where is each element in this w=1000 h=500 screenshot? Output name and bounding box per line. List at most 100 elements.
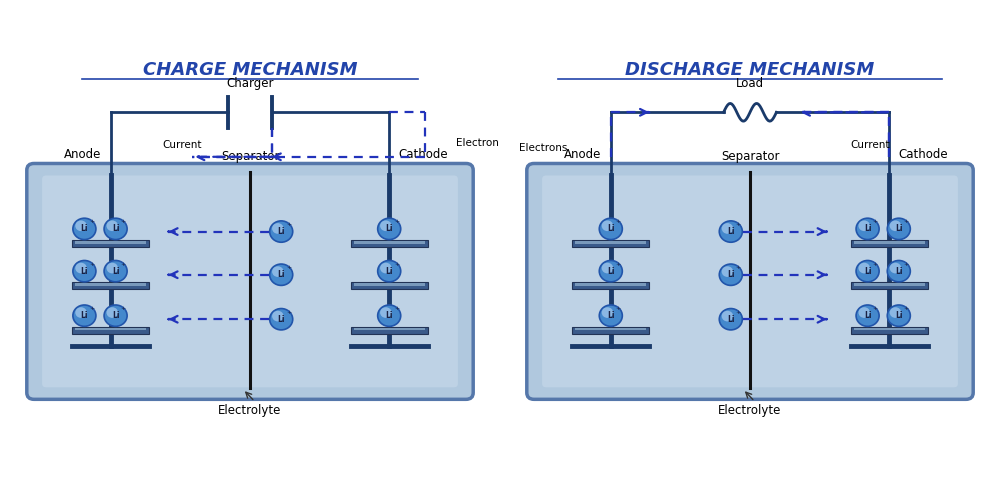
Circle shape [719, 221, 742, 242]
Circle shape [272, 311, 284, 322]
Circle shape [106, 262, 118, 274]
Text: Li: Li [864, 266, 871, 276]
Bar [572, 327, 649, 334]
Text: Charger: Charger [226, 77, 274, 90]
Circle shape [602, 307, 613, 318]
Text: +: + [120, 262, 126, 266]
FancyBboxPatch shape [42, 176, 458, 388]
Text: Li: Li [864, 224, 871, 234]
Text: Separator: Separator [221, 150, 279, 164]
Bar [851, 282, 928, 290]
Circle shape [73, 260, 96, 282]
Text: Li: Li [112, 311, 119, 320]
Text: +: + [89, 262, 95, 266]
Text: Li: Li [81, 266, 88, 276]
Text: Li: Li [895, 266, 903, 276]
Bar [851, 327, 928, 334]
Circle shape [380, 220, 392, 231]
Bar [75, 328, 146, 330]
Text: Cathode: Cathode [899, 148, 948, 161]
Text: Li: Li [607, 311, 615, 320]
Circle shape [887, 305, 910, 326]
Circle shape [858, 307, 870, 318]
Text: +: + [904, 306, 909, 311]
Circle shape [858, 220, 870, 231]
Text: +: + [616, 262, 621, 266]
Text: Charging stages of lithium ion battery: Charging stages of lithium ion battery [171, 13, 829, 42]
Text: +: + [394, 220, 399, 224]
Circle shape [380, 307, 392, 318]
Text: Li: Li [607, 266, 615, 276]
Bar [75, 241, 146, 244]
Text: +: + [616, 220, 621, 224]
Text: +: + [616, 306, 621, 311]
Circle shape [378, 305, 401, 326]
Text: Electrons: Electrons [519, 143, 568, 153]
Text: +: + [120, 220, 126, 224]
Circle shape [856, 218, 879, 240]
Text: Li: Li [112, 224, 119, 234]
Bar [575, 284, 646, 286]
Text: Separator: Separator [721, 150, 779, 164]
Circle shape [722, 266, 733, 277]
Circle shape [599, 305, 622, 326]
Circle shape [887, 260, 910, 282]
Text: +: + [872, 220, 878, 224]
Circle shape [104, 260, 127, 282]
Circle shape [106, 307, 118, 318]
Text: DISCHARGE MECHANISM: DISCHARGE MECHANISM [625, 61, 875, 79]
Bar [854, 328, 925, 330]
Bar [351, 240, 428, 247]
Text: Li: Li [277, 314, 285, 324]
Text: Li: Li [81, 311, 88, 320]
Text: Li: Li [607, 224, 615, 234]
Bar [572, 240, 649, 247]
Text: +: + [872, 262, 878, 266]
Circle shape [719, 264, 742, 285]
Text: Li: Li [895, 224, 903, 234]
Circle shape [270, 221, 293, 242]
Circle shape [890, 262, 901, 274]
Circle shape [270, 308, 293, 330]
Text: +: + [120, 306, 126, 311]
Circle shape [602, 220, 613, 231]
Text: +: + [394, 306, 399, 311]
FancyBboxPatch shape [27, 164, 473, 400]
Text: Li: Li [277, 270, 285, 279]
Text: +: + [904, 262, 909, 266]
Bar [351, 327, 428, 334]
Bar [354, 241, 425, 244]
Bar [854, 284, 925, 286]
Circle shape [378, 260, 401, 282]
Circle shape [73, 305, 96, 326]
Bar [851, 240, 928, 247]
Text: +: + [286, 266, 291, 270]
Text: Electrolyte: Electrolyte [718, 404, 782, 417]
Text: Li: Li [277, 227, 285, 236]
Text: +: + [904, 220, 909, 224]
Circle shape [106, 220, 118, 231]
Circle shape [722, 223, 733, 234]
FancyBboxPatch shape [542, 176, 958, 388]
Text: Li: Li [385, 224, 393, 234]
Text: Li: Li [385, 311, 393, 320]
Text: Li: Li [81, 224, 88, 234]
Circle shape [719, 308, 742, 330]
Bar [351, 282, 428, 290]
Bar [354, 284, 425, 286]
Bar [575, 241, 646, 244]
Text: Current: Current [162, 140, 202, 150]
Text: Electron: Electron [456, 138, 499, 148]
Circle shape [722, 311, 733, 322]
Circle shape [75, 262, 87, 274]
Circle shape [858, 262, 870, 274]
Text: Current: Current [850, 140, 890, 150]
Circle shape [602, 262, 613, 274]
Text: +: + [872, 306, 878, 311]
Circle shape [104, 218, 127, 240]
Circle shape [380, 262, 392, 274]
Circle shape [270, 264, 293, 285]
Circle shape [73, 218, 96, 240]
Bar [72, 327, 149, 334]
Circle shape [890, 307, 901, 318]
